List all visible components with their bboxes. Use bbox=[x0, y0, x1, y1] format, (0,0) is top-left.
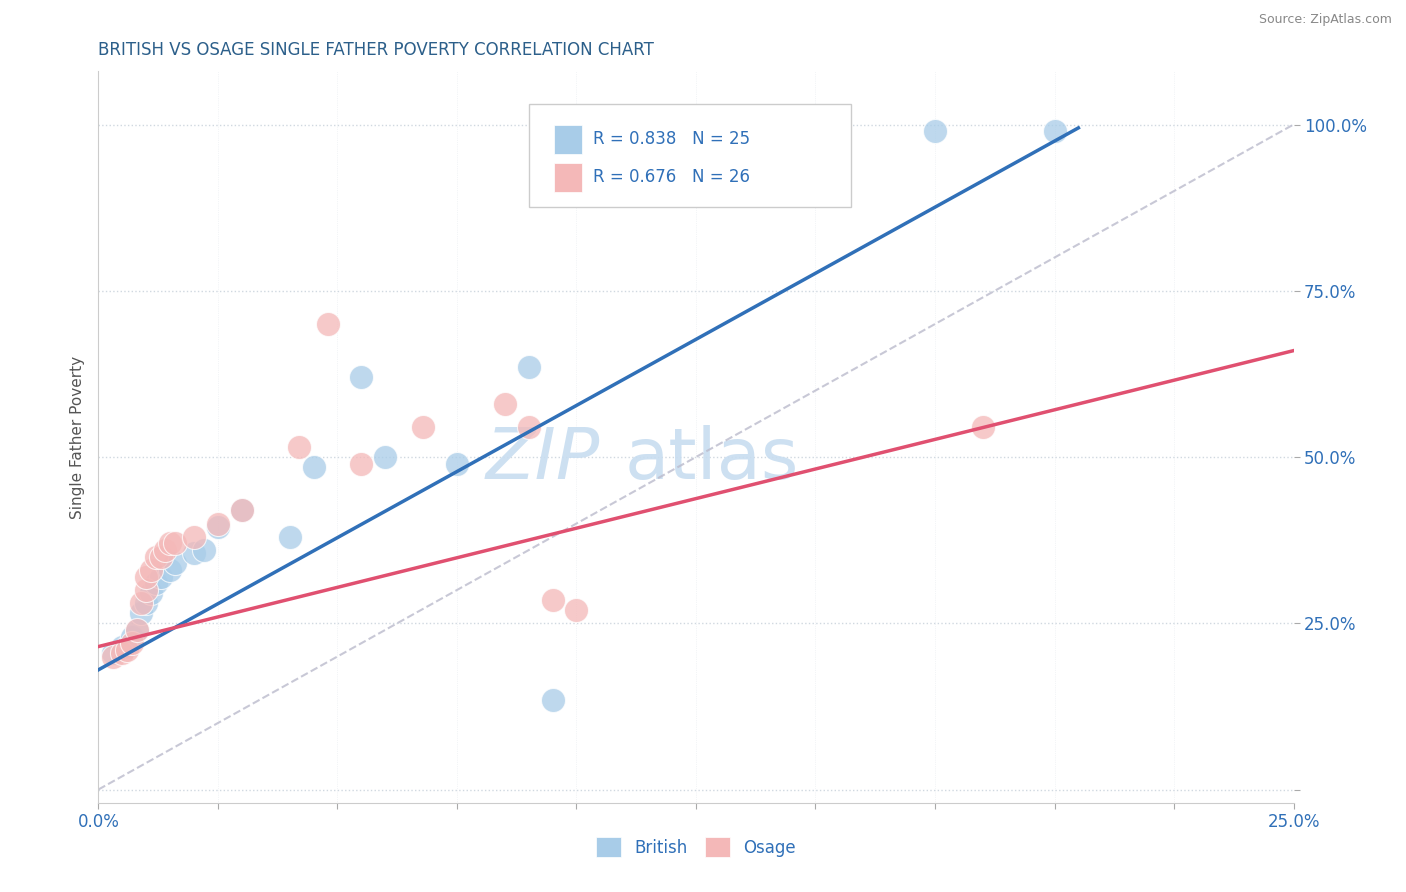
Point bbox=[135, 596, 157, 610]
Point bbox=[446, 457, 468, 471]
Text: R = 0.676   N = 26: R = 0.676 N = 26 bbox=[593, 169, 751, 186]
Point bbox=[412, 420, 434, 434]
Point bbox=[183, 530, 205, 544]
Text: atlas: atlas bbox=[624, 425, 799, 493]
Point bbox=[302, 460, 325, 475]
Point bbox=[374, 450, 396, 464]
Point bbox=[111, 640, 134, 654]
Point bbox=[517, 420, 540, 434]
Point bbox=[278, 530, 301, 544]
Legend: British, Osage: British, Osage bbox=[589, 830, 803, 864]
Point bbox=[494, 397, 516, 411]
Point bbox=[125, 623, 148, 637]
Point bbox=[101, 649, 124, 664]
Point bbox=[135, 582, 157, 597]
FancyBboxPatch shape bbox=[554, 125, 582, 154]
Y-axis label: Single Father Poverty: Single Father Poverty bbox=[69, 356, 84, 518]
Point bbox=[111, 646, 134, 660]
Point bbox=[350, 370, 373, 384]
Point bbox=[163, 557, 186, 571]
Text: Source: ZipAtlas.com: Source: ZipAtlas.com bbox=[1258, 13, 1392, 27]
Point bbox=[183, 546, 205, 560]
Point bbox=[131, 607, 153, 621]
Point bbox=[159, 536, 181, 550]
Point bbox=[231, 503, 253, 517]
Point bbox=[125, 623, 148, 637]
Text: ZIP: ZIP bbox=[486, 425, 600, 493]
Point bbox=[207, 520, 229, 534]
Point bbox=[149, 549, 172, 564]
FancyBboxPatch shape bbox=[554, 163, 582, 192]
FancyBboxPatch shape bbox=[529, 104, 852, 207]
Point bbox=[565, 603, 588, 617]
Point bbox=[115, 643, 138, 657]
Point bbox=[924, 124, 946, 138]
Point bbox=[193, 543, 215, 558]
Point bbox=[145, 549, 167, 564]
Point bbox=[121, 630, 143, 644]
Point bbox=[972, 420, 994, 434]
Point bbox=[155, 543, 177, 558]
Point bbox=[163, 536, 186, 550]
Point bbox=[541, 692, 564, 706]
Point bbox=[541, 593, 564, 607]
Point bbox=[101, 646, 124, 660]
Point bbox=[207, 516, 229, 531]
Point bbox=[149, 570, 172, 584]
Point bbox=[159, 563, 181, 577]
Point bbox=[231, 503, 253, 517]
Point bbox=[115, 640, 138, 654]
Text: BRITISH VS OSAGE SINGLE FATHER POVERTY CORRELATION CHART: BRITISH VS OSAGE SINGLE FATHER POVERTY C… bbox=[98, 41, 654, 59]
Point bbox=[139, 586, 162, 600]
Point bbox=[121, 636, 143, 650]
Point bbox=[316, 317, 339, 331]
Point bbox=[517, 360, 540, 375]
Point bbox=[145, 576, 167, 591]
Point bbox=[131, 596, 153, 610]
Point bbox=[350, 457, 373, 471]
Point bbox=[288, 440, 311, 454]
Point bbox=[1043, 124, 1066, 138]
Point bbox=[139, 563, 162, 577]
Text: R = 0.838   N = 25: R = 0.838 N = 25 bbox=[593, 130, 751, 148]
Point bbox=[135, 570, 157, 584]
